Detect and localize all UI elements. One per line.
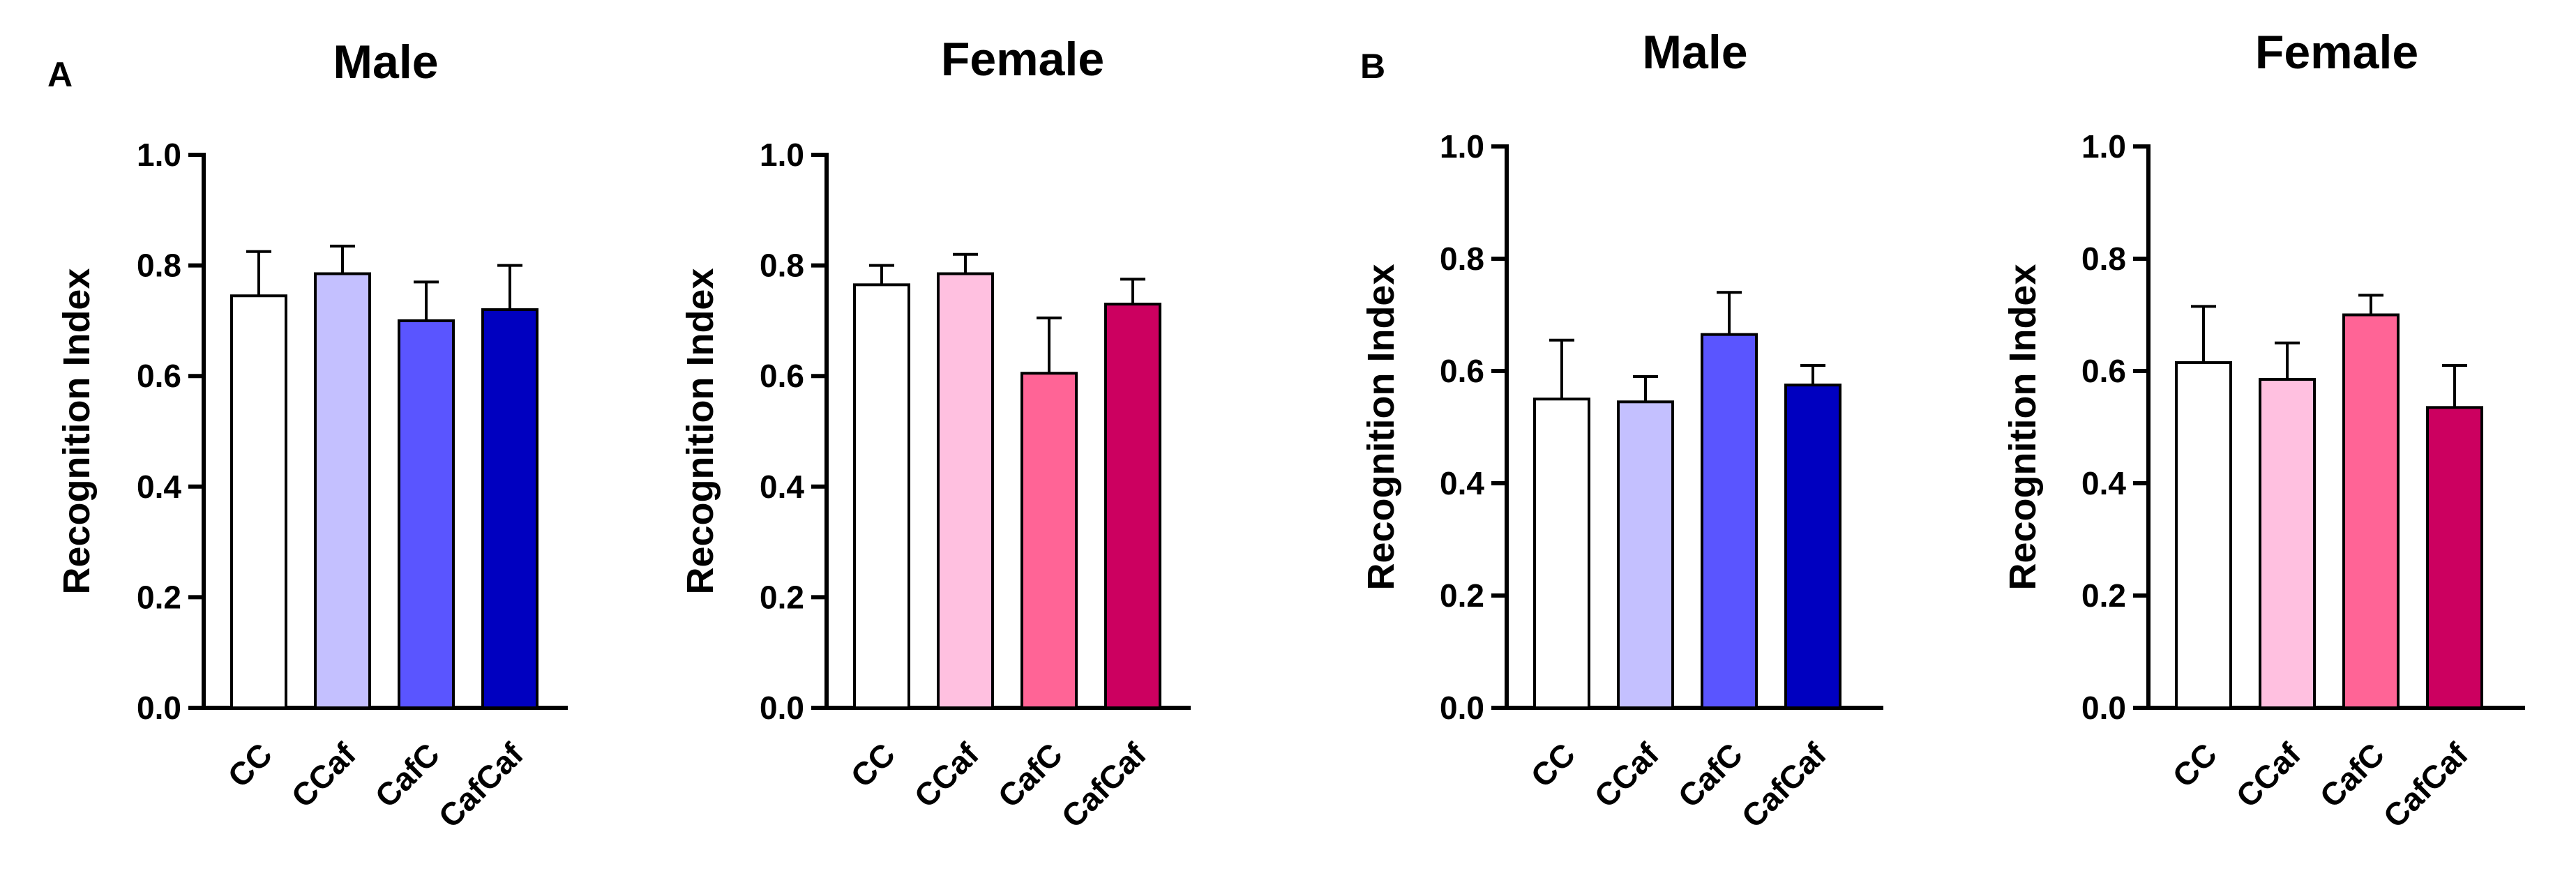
x-tick-label: CCaf [2229,736,2307,815]
y-axis-label: Recognition Index [2002,264,2044,590]
x-tick-label: CC [2165,736,2224,794]
chart-title: Female [941,33,1104,86]
y-tick-label: 1.0 [760,137,804,173]
y-tick-label: 0.8 [760,248,804,284]
chart-2: Female Recognition Index 0.0 0.2 0.4 0.6 0.8 1.… [679,33,1191,835]
x-tick-label: CafCaf [1734,736,1833,835]
panel-label-b: B [1360,47,1385,86]
y-tick-label: 0.8 [2081,241,2126,277]
chart-title: Male [333,36,438,89]
y-tick-label: 1.0 [2081,128,2126,165]
panel-label-a: A [47,55,73,94]
x-tick-label: CC [220,736,279,794]
bar-ccaf [1617,400,1674,710]
x-tick-label: CafCaf [2376,736,2475,835]
chart-title: Female [2255,26,2418,79]
y-tick-label: 0.0 [2081,690,2126,726]
bar-cafcaf [481,308,538,710]
y-tick-label: 0.8 [1440,241,1484,277]
y-tick-label: 0.6 [1440,353,1484,389]
y-tick-label: 0.4 [2081,465,2126,501]
x-tick-label: CCaf [907,736,986,815]
bar-cafcaf [1104,303,1161,709]
bar-ccaf [314,272,371,709]
y-tick-label: 0.0 [760,690,804,726]
y-tick-label: 0.2 [1440,577,1484,614]
y-tick-label: 0.4 [1440,465,1484,501]
x-tick-label: CC [843,736,902,794]
y-tick-label: 0.2 [137,579,181,615]
bar-cafc [1701,333,1758,709]
y-tick-label: 0.0 [1440,690,1484,726]
bar-cc [2175,361,2232,709]
bar-cafcaf [2426,406,2483,709]
y-tick-label: 0.4 [760,469,804,505]
chart-title: Male [1642,26,1747,79]
y-tick-label: 0.4 [137,469,181,505]
y-tick-label: 0.6 [760,358,804,394]
x-tick-label: CafC [2312,736,2391,815]
y-tick-label: 0.8 [137,248,181,284]
y-tick-label: 0.2 [760,579,804,615]
x-tick-label: CCaf [284,736,363,815]
bar-cafc [398,319,455,709]
y-axis-label: Recognition Index [1360,264,1402,590]
chart-3: Male Recognition Index 0.0 0.2 0.4 0.6 0.8 1.0 C… [1360,26,1883,835]
y-tick-label: 1.0 [1440,128,1484,165]
bar-cc [853,283,910,710]
y-tick-label: 0.0 [137,690,181,726]
bar-cafcaf [1784,384,1841,709]
bar-cafc [2342,313,2400,709]
x-tick-label: CafCaf [431,736,530,835]
bar-ccaf [2259,378,2316,709]
bar-ccaf [937,272,994,709]
x-tick-label: CafCaf [1054,736,1153,835]
charts-group: Male Recognition Index 0.0 0.2 0.4 0.6 0.8 1.0 C… [56,26,2525,835]
bar-cafc [1020,372,1078,709]
x-tick-label: CafC [368,736,446,815]
chart-1: Male Recognition Index 0.0 0.2 0.4 0.6 0.8 1.0 C… [56,36,568,835]
x-tick-label: CafC [1671,736,1749,815]
y-tick-label: 0.6 [2081,353,2126,389]
y-axis-label: Recognition Index [56,268,98,594]
y-axis-label: Recognition Index [679,268,721,594]
x-tick-label: CafC [991,736,1069,815]
chart-4: Female Recognition Index 0.0 0.2 0.4 0.6 0.8 1.… [2002,26,2525,835]
y-tick-label: 1.0 [137,137,181,173]
x-tick-label: CCaf [1587,736,1666,815]
bar-cc [1533,397,1590,709]
x-tick-label: CC [1523,736,1582,794]
y-tick-label: 0.2 [2081,577,2126,614]
y-tick-label: 0.6 [137,358,181,394]
bar-cc [230,294,287,709]
